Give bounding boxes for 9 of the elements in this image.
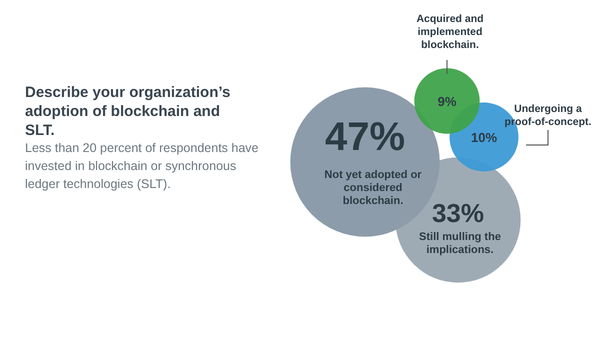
text: Less than 20 percent of respondents have invested in blockchain or synchronous ledger technologies (SLT). (25, 141, 259, 191)
data-label: 47% (324, 115, 406, 159)
text: Describe your organization’s adoption of blockchain and SLT. (25, 84, 230, 139)
data-label: 9% (438, 94, 457, 109)
data-label: 10% (470, 130, 498, 145)
category-label: Not yet adopted or considered blockchain. (324, 169, 422, 207)
category-label: Still mulling the implications. (419, 231, 501, 256)
data-label: 33% (432, 198, 484, 228)
category-label: Acquired and implemented blockchain. (416, 13, 484, 51)
